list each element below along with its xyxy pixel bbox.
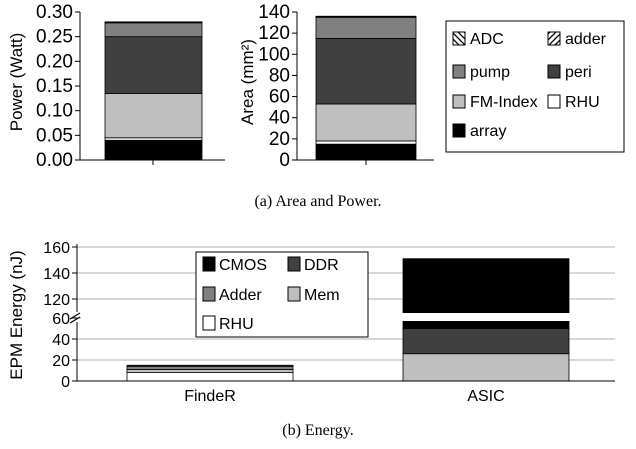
area-bar-segment-rhu (315, 140, 417, 145)
power-y-tick-label: 0.25 (36, 27, 73, 48)
legend-a-label: adder (565, 31, 607, 48)
power-y-tick-label: 0.15 (36, 76, 73, 97)
legend-a-swatch (452, 64, 466, 79)
area-bar-segment-pump (315, 16, 417, 39)
energy-y-tick-label: 60 (52, 311, 70, 328)
legend-b-swatch (202, 315, 216, 331)
energy-bar-asic-ddr (402, 328, 570, 355)
power-bar-segment-pump (104, 22, 203, 38)
legend-a-frame (445, 20, 625, 153)
energy-y-axis-label: EPM Energy (nJ) (7, 250, 26, 379)
legend-b-swatch (287, 286, 301, 302)
energy-x-tick-label: ASIC (467, 388, 504, 405)
area-y-tick-label: 100 (258, 44, 290, 65)
area-bar-segment-fm-index (315, 103, 417, 142)
legend-a-swatch (452, 31, 466, 46)
power-y-tick-label: 0.20 (36, 51, 73, 72)
energy-bar-asic-mem (402, 353, 570, 382)
power-y-tick-label: 0.30 (36, 2, 73, 23)
legend-a: ADC adder pump peri FM-Index RHU array (445, 20, 625, 153)
legend-b-label: Adder (219, 287, 262, 304)
energy-bar-finder-rhu (126, 372, 294, 382)
legend-b-swatch (287, 256, 301, 272)
legend-b-swatch (202, 286, 216, 302)
legend-a-label: FM-Index (470, 94, 538, 111)
area-y-tick-label: 0 (279, 150, 290, 171)
legend-a-label: pump (470, 64, 510, 81)
legend-b-label: Mem (304, 287, 340, 304)
area-y-tick-label: 140 (258, 2, 290, 23)
legend-a-label: array (470, 123, 506, 140)
area-y-tick-label: 20 (269, 129, 290, 150)
power-chart: Power (Watt) 0.00 0.05 0.10 0.15 0.20 0.25 0.3… (7, 2, 225, 171)
area-bar-segment-array (315, 143, 417, 161)
legend-a-swatch (547, 31, 561, 46)
energy-bar-finder-adder (126, 365, 294, 370)
energy-y-tick-label: 140 (43, 266, 70, 283)
area-y-tick-label: 60 (269, 87, 290, 108)
legend-a-label: ADC (470, 31, 504, 48)
legend-b-label: RHU (219, 316, 254, 333)
area-y-tick-label: 40 (269, 108, 290, 129)
legend-a-swatch (547, 94, 561, 109)
energy-y-tick-label: 120 (43, 292, 70, 309)
power-bar-segment-array (104, 139, 203, 161)
legend-b: CMOS DDR Adder Mem RHU (195, 251, 369, 338)
power-y-tick-label: 0.10 (36, 101, 73, 122)
power-y-tick-label: 0.00 (36, 150, 73, 171)
legend-a-swatch (452, 123, 466, 138)
legend-b-swatch (202, 256, 216, 272)
area-y-axis-label: Area (mm²) (238, 39, 257, 125)
power-y-axis-label: Power (Watt) (7, 33, 26, 132)
energy-bar-finder-ddr (126, 364, 294, 367)
legend-a-label: peri (565, 64, 592, 81)
energy-y-tick-label: 40 (52, 332, 70, 349)
energy-y-tick-label: 20 (52, 353, 70, 370)
energy-bar-finder-mem (126, 369, 294, 374)
legend-a-swatch (547, 64, 561, 79)
caption-b: (b) Energy. (282, 422, 354, 439)
area-y-tick-label: 120 (258, 23, 290, 44)
power-bar-segment-fm-index (104, 93, 203, 139)
legend-b-label: CMOS (219, 257, 267, 274)
legend-b-label: DDR (304, 257, 339, 274)
legend-b-frame (195, 251, 369, 338)
legend-a-label: RHU (565, 94, 600, 111)
energy-y-tick-label: 160 (43, 240, 70, 257)
caption-a: (a) Area and Power. (254, 193, 381, 210)
power-bar-segment-peri (104, 36, 203, 94)
energy-chart: EPM Energy (nJ) 0 20 40 60 120 140 160 FindeR A… (7, 240, 615, 405)
legend-a-swatch (452, 94, 466, 109)
area-y-tick-label: 80 (269, 65, 290, 86)
energy-y-tick-label: 0 (61, 374, 70, 391)
area-bar-segment-adder (315, 15, 417, 18)
energy-x-tick-label: FindeR (184, 388, 236, 405)
power-y-tick-label: 0.05 (36, 125, 73, 146)
area-bar-segment-peri (315, 38, 417, 105)
